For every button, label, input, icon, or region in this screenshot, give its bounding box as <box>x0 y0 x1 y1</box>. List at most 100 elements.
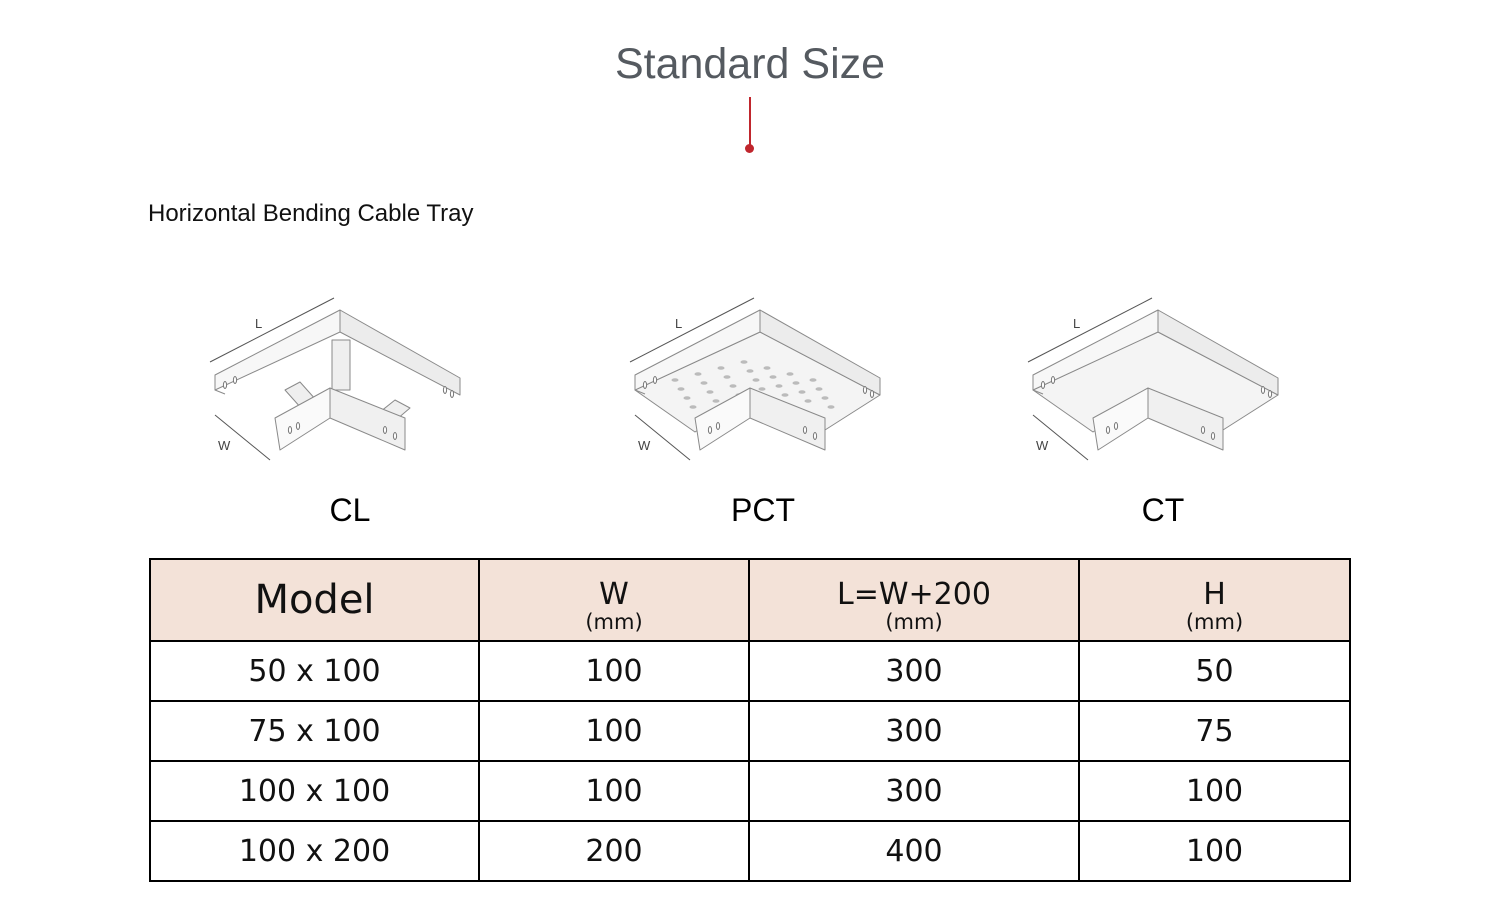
bolt-slot <box>707 426 713 434</box>
page-title: Standard Size <box>614 40 886 88</box>
table-header-row: Model W (mm) L=W+200 (mm) H (mm) <box>149 558 1351 642</box>
perforation-slot <box>700 381 708 385</box>
cell-h: 75 <box>1078 700 1351 762</box>
cell-w: 200 <box>478 820 750 882</box>
cl-tray-illustration: LW <box>209 297 461 461</box>
cell-w: 100 <box>478 640 750 702</box>
dimension-line-w <box>634 414 691 461</box>
flange <box>1032 389 1044 395</box>
perforation-slot <box>746 369 754 373</box>
product-label-ct: CT <box>1141 492 1185 528</box>
header-w: W (mm) <box>478 558 750 642</box>
cell-l: 300 <box>748 640 1080 702</box>
perforation-slot <box>740 360 748 364</box>
bolt-slot <box>232 376 238 384</box>
header-h-unit: (mm) <box>1185 610 1244 634</box>
cell-model: 100 x 200 <box>149 820 480 882</box>
ct-tray-illustration: LW <box>1027 297 1279 461</box>
bolt-slot <box>802 426 808 434</box>
bolt-slot <box>287 426 293 434</box>
flange <box>214 389 226 395</box>
perforation-slot <box>677 387 685 391</box>
perforation-slot <box>763 366 771 370</box>
dimension-label-w: W <box>1036 438 1049 453</box>
bolt-slot <box>652 376 658 384</box>
cell-h: 100 <box>1078 760 1351 822</box>
dimension-label-w: W <box>218 438 231 453</box>
bolt-slot <box>869 390 875 398</box>
cell-w: 100 <box>478 760 750 822</box>
header-w-label: W <box>599 577 629 612</box>
perforation-slot <box>689 405 697 409</box>
perforation-slot <box>786 372 794 376</box>
header-model: Model <box>149 558 480 642</box>
perforation-slot <box>712 399 720 403</box>
dimension-label-l: L <box>1073 316 1080 331</box>
bolt-slot <box>642 381 648 389</box>
perforation-slot <box>815 387 823 391</box>
dimension-line-w <box>214 414 271 461</box>
bolt-slot <box>295 422 301 430</box>
header-h-label: H <box>1203 577 1226 612</box>
bolt-slot <box>1260 386 1266 394</box>
perforation-slot <box>729 384 737 388</box>
cell-model: 50 x 100 <box>149 640 480 702</box>
bolt-slot <box>715 422 721 430</box>
perforation-slot <box>758 387 766 391</box>
dimension-line-l <box>1027 297 1153 363</box>
header-l: L=W+200 (mm) <box>748 558 1080 642</box>
cell-w: 100 <box>478 700 750 762</box>
title-divider-line <box>749 97 751 147</box>
perforation-slot <box>752 378 760 382</box>
dimension-label-w: W <box>638 438 651 453</box>
back-wall-right <box>339 309 461 396</box>
bolt-slot <box>449 390 455 398</box>
bolt-slot <box>1200 426 1206 434</box>
bolt-slot <box>1267 390 1273 398</box>
perforation-slot <box>694 372 702 376</box>
cell-l: 300 <box>748 700 1080 762</box>
product-label-pct: PCT <box>731 492 795 528</box>
table-row: 100 x 200 200 400 100 <box>149 820 1351 882</box>
perforation-slot <box>775 384 783 388</box>
perforation-slot <box>671 378 679 382</box>
perforation-slot <box>781 393 789 397</box>
bolt-slot <box>1105 426 1111 434</box>
bolt-slot <box>1040 381 1046 389</box>
perforation-slot <box>717 366 725 370</box>
bolt-slot <box>1113 422 1119 430</box>
bolt-slot <box>442 386 448 394</box>
bolt-slot <box>392 432 398 440</box>
ladder-rung <box>331 339 351 391</box>
dimension-line-l <box>629 297 755 363</box>
perforation-slot <box>769 375 777 379</box>
table-row: 100 x 100 100 300 100 <box>149 760 1351 822</box>
table-row: 75 x 100 100 300 75 <box>149 700 1351 762</box>
perforation-slot <box>706 390 714 394</box>
table-row: 50 x 100 100 300 50 <box>149 640 1351 702</box>
pct-tray-illustration: LW <box>629 297 881 461</box>
dimension-line-l <box>209 297 335 363</box>
dimension-label-l: L <box>255 316 262 331</box>
section-subtitle: Horizontal Bending Cable Tray <box>148 200 474 227</box>
perforation-slot <box>792 381 800 385</box>
header-w-unit: (mm) <box>585 610 643 634</box>
bolt-slot <box>222 381 228 389</box>
cell-l: 400 <box>748 820 1080 882</box>
perforation-slot <box>827 405 835 409</box>
perforation-slot <box>821 396 829 400</box>
header-model-label: Model <box>254 577 375 623</box>
cell-h: 100 <box>1078 820 1351 882</box>
size-table: Model W (mm) L=W+200 (mm) H (mm) 50 x 100 10… <box>149 558 1351 882</box>
cell-model: 75 x 100 <box>149 700 480 762</box>
dimension-line-w <box>1032 414 1089 461</box>
header-l-unit: (mm) <box>885 610 943 634</box>
bolt-slot <box>862 386 868 394</box>
perforation-slot <box>809 378 817 382</box>
dimension-label-l: L <box>675 316 682 331</box>
title-divider-dot <box>745 144 754 153</box>
front-wall-right <box>1147 387 1224 451</box>
bolt-slot <box>382 426 388 434</box>
